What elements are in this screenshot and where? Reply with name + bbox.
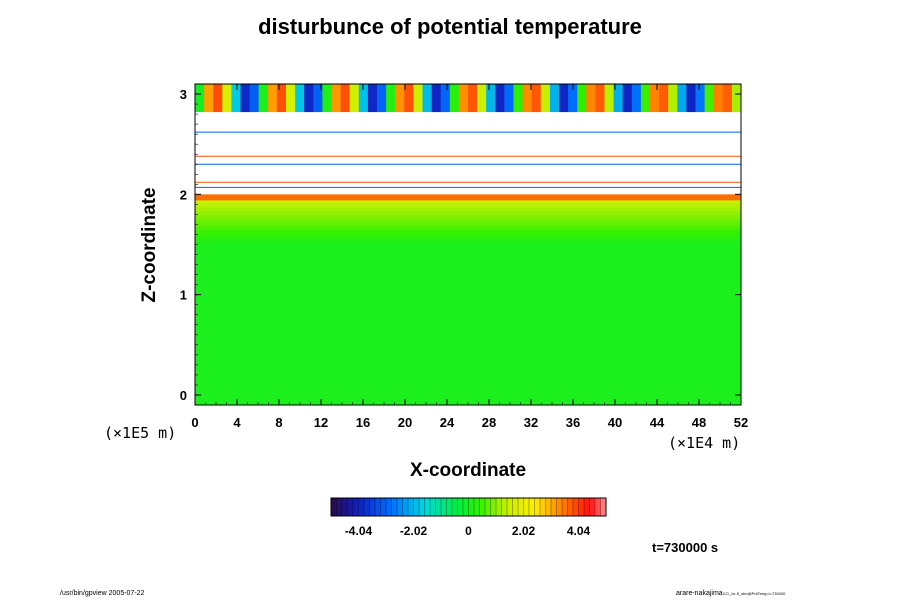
x-tick-label: 12	[314, 415, 328, 430]
colorbar-cell	[424, 497, 431, 517]
colorbar-tick-label: 2.02	[512, 524, 536, 538]
colorbar-tick-label: 0	[465, 524, 472, 538]
colorbar-cell	[528, 497, 535, 517]
colorbar-cell	[451, 497, 458, 517]
colorbar-cell	[413, 497, 420, 517]
x-axis: 0 4 8 12 16 20 24 28 32 36 40 44 48 52	[191, 84, 748, 430]
x-tick-label: 32	[524, 415, 538, 430]
colorbar-cell	[506, 497, 513, 517]
colorbar-cell	[336, 497, 343, 517]
colorbar-cell	[396, 497, 403, 517]
y-axis-label: Z-coordinate	[139, 187, 160, 303]
colorbar-cell	[600, 497, 607, 517]
colorbar-cell	[589, 497, 596, 517]
colorbar-cell	[446, 497, 453, 517]
colorbar-cell	[407, 497, 414, 517]
colorbar-cell	[578, 497, 585, 517]
colorbar-cell	[341, 497, 348, 517]
x-tick-label: 4	[233, 415, 241, 430]
colorbar-cell	[550, 497, 557, 517]
colorbar-cell	[523, 497, 530, 517]
colorbar: -4.04 -2.02 0 2.02 4.04	[330, 497, 607, 538]
colorbar-cell	[374, 497, 381, 517]
colorbar-cell	[457, 497, 464, 517]
colorbar-cell	[545, 497, 552, 517]
colorbar-cell	[418, 497, 425, 517]
colorbar-cell	[347, 497, 354, 517]
colorbar-cell	[358, 497, 365, 517]
colorbar-cell	[429, 497, 436, 517]
colorbar-tick-label: -4.04	[345, 524, 373, 538]
colorbar-cell	[561, 497, 568, 517]
footer-left: /usr/bin/gpview 2005-07-22	[60, 590, 145, 597]
colorbar-cell	[594, 497, 601, 517]
time-annotation: t=730000 s	[652, 540, 719, 555]
x-tick-label: 20	[398, 415, 412, 430]
colorbar-cell	[363, 497, 370, 517]
colorbar-cell	[473, 497, 480, 517]
x-unit-label: (×1E4 m)	[668, 434, 741, 452]
colorbar-cell	[517, 497, 524, 517]
colorbar-cell	[501, 497, 508, 517]
colorbar-cell	[402, 497, 409, 517]
y-axis: 0 1 2 3	[180, 87, 741, 403]
colorbar-cell	[567, 497, 574, 517]
colorbar-cell	[572, 497, 579, 517]
colorbar-cell	[391, 497, 398, 517]
y-tick-label: 1	[180, 288, 187, 303]
colorbar-tick-label: 4.04	[567, 524, 591, 538]
x-tick-label: 8	[275, 415, 282, 430]
colorbar-cell	[479, 497, 486, 517]
colorbar-cell	[534, 497, 541, 517]
y-tick-label: 2	[180, 187, 187, 202]
colorbar-cell	[495, 497, 502, 517]
x-tick-label: 40	[608, 415, 622, 430]
colorbar-cell	[512, 497, 519, 517]
colorbar-cell	[539, 497, 546, 517]
colorbar-cell	[490, 497, 497, 517]
colorbar-cell	[583, 497, 590, 517]
colorbar-cell	[352, 497, 359, 517]
y-tick-label: 0	[180, 388, 187, 403]
colorbar-cell	[330, 497, 337, 517]
colorbar-cell	[440, 497, 447, 517]
colorbar-cell	[385, 497, 392, 517]
x-tick-label: 16	[356, 415, 370, 430]
colorbar-cell	[484, 497, 491, 517]
colorbar-cell	[380, 497, 387, 517]
colorbar-cell	[468, 497, 475, 517]
y-unit-label: (×1E5 m)	[104, 424, 177, 442]
y-tick-label: 3	[180, 87, 187, 102]
footer-right-main: arare-nakajima	[676, 590, 723, 597]
colorbar-cell	[369, 497, 376, 517]
x-tick-label: 36	[566, 415, 580, 430]
footer-right: arare-nakajimaCO_1e-5_stm@PotTemp,t=7300…	[676, 590, 785, 597]
heatmap-field	[195, 84, 742, 405]
x-axis-label: X-coordinate	[409, 460, 527, 481]
x-tick-label: 52	[734, 415, 748, 430]
x-tick-label: 0	[191, 415, 198, 430]
x-tick-label: 48	[692, 415, 706, 430]
footer-right-small: CO_1e-5_stm@PotTemp,t=730000	[722, 591, 786, 596]
colorbar-cell	[435, 497, 442, 517]
x-tick-label: 44	[650, 415, 665, 430]
x-tick-label: 24	[440, 415, 455, 430]
colorbar-cell	[462, 497, 469, 517]
colorbar-tick-label: -2.02	[400, 524, 428, 538]
colorbar-cell	[556, 497, 563, 517]
x-tick-label: 28	[482, 415, 496, 430]
chart-title: disturbunce of potential temperature	[258, 14, 642, 39]
